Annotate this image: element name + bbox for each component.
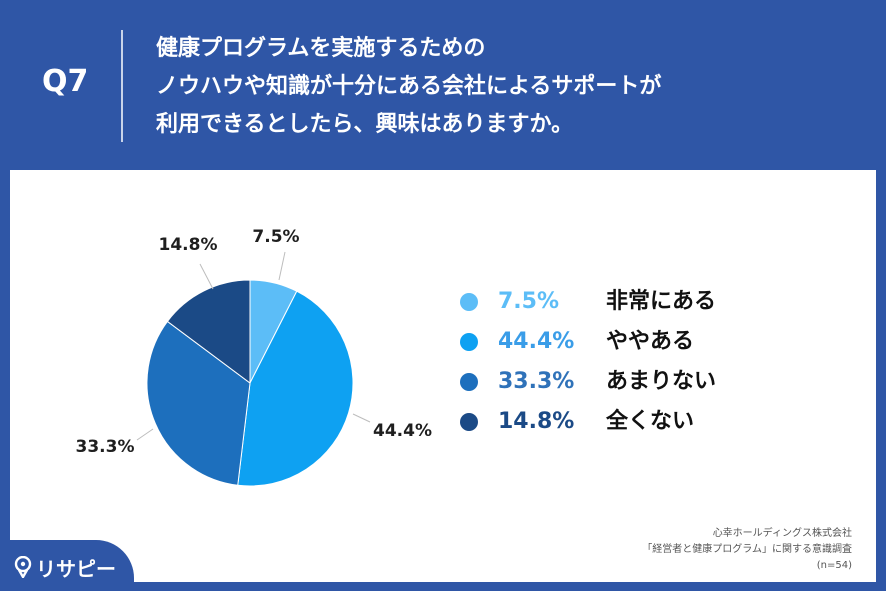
pie-slice-4 [166,279,251,384]
leader-line-3 [136,428,154,441]
question-line-2: ノウハウや知識が十分にある会社によるサポートが [156,74,662,99]
source-note: 心幸ホールディングス株式会社 「経営者と健康プログラム」に関する意識調査 (n=… [642,526,852,574]
question-text: 健康プログラムを実施するための ノウハウや知識が十分にある会社によるサポートが … [156,30,661,144]
legend-value-3: 33.3% [498,369,575,394]
legend-value-1: 7.5% [498,289,560,314]
chart-card: 7.5% 44.4% 33.3% 14.8% 7.5% 非常にある 44.4% ややあ… [10,170,876,582]
location-pin-icon [14,556,32,578]
pie-slice-3 [146,320,251,486]
slice-label-2: 44.4% [373,421,432,441]
slice-label-4: 14.8% [159,235,218,255]
pie-chart: 7.5% 44.4% 33.3% 14.8% [76,227,432,487]
question-number: Q7 [42,64,89,99]
legend-item-1: 7.5% 非常にある [446,284,746,324]
pie-slice-2 [237,290,354,487]
question-line-1: 健康プログラムを実施するための [156,36,486,61]
legend-label-1: 非常にある [606,289,717,314]
source-line-2: 「経営者と健康プログラム」に関する意識調査 [642,544,852,555]
legend-value-2: 44.4% [498,329,575,354]
legend-label-4: 全くない [606,409,695,434]
source-line-3: (n=54) [816,560,852,571]
legend-item-4: 14.8% 全くない [446,404,746,444]
legend-item-3: 33.3% あまりない [446,364,746,404]
source-line-1: 心幸ホールディングス株式会社 [712,528,852,539]
legend-swatch-1 [460,293,478,311]
legend-swatch-2 [460,333,478,351]
legend-item-2: 44.4% ややある [446,324,746,364]
legend-label-3: あまりない [606,369,717,394]
leader-line-4 [199,263,214,290]
legend-value-4: 14.8% [498,409,575,434]
slice-label-3: 33.3% [76,437,135,457]
legend-swatch-4 [460,413,478,431]
brand-logo: リサピー [0,540,134,591]
legend-label-2: ややある [606,329,695,354]
legend-swatch-3 [460,373,478,391]
question-line-3: 利用できるとしたら、興味はありますか。 [156,112,574,137]
slice-label-1: 7.5% [252,227,299,247]
leader-line-2 [352,413,371,423]
header: Q7 健康プログラムを実施するための ノウハウや知識が十分にある会社によるサポー… [0,0,886,170]
header-divider [121,30,123,142]
logo-text: リサピー [36,557,116,581]
leader-line-1 [278,251,286,281]
